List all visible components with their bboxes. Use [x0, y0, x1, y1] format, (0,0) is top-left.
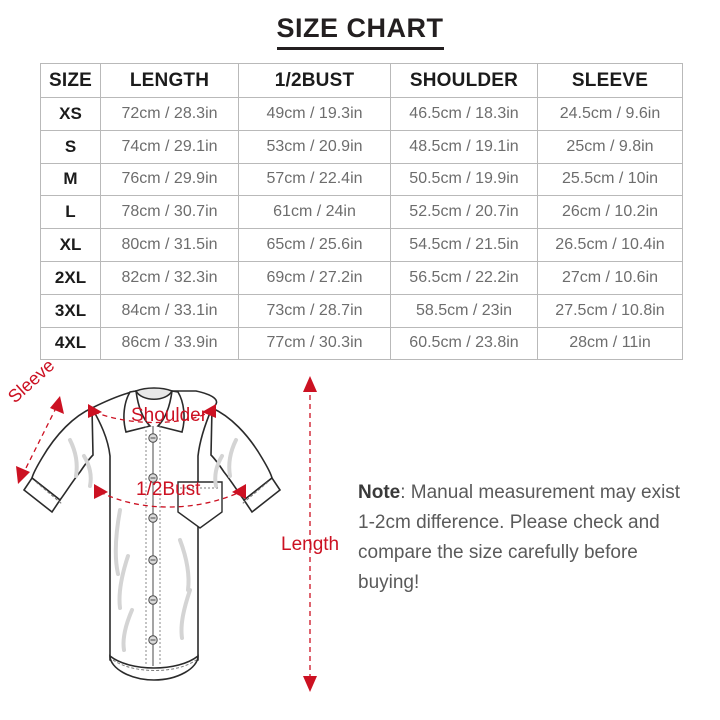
- cell-halfbust: 53cm / 20.9in: [238, 129, 391, 164]
- cell-halfbust: 61cm / 24in: [238, 195, 391, 230]
- label-length: Length: [281, 534, 340, 555]
- table-body: XS 72cm / 28.3in 49cm / 19.3in 46.5cm / …: [40, 97, 683, 361]
- sleeve-arrow-top: [50, 396, 64, 414]
- cell-sleeve: 27.5cm / 10.8in: [537, 293, 683, 328]
- cell-halfbust: 69cm / 27.2in: [238, 260, 391, 295]
- collar-right: [156, 390, 185, 433]
- table-row: L 78cm / 30.7in 61cm / 24in 52.5cm / 20.…: [40, 195, 683, 230]
- neck-opening: [134, 387, 174, 401]
- cell-size: XS: [40, 97, 101, 131]
- cell-sleeve: 25cm / 9.8in: [537, 129, 683, 164]
- shirt-hem: [109, 654, 199, 681]
- cell-length: 84cm / 33.1in: [100, 293, 239, 328]
- cell-length: 76cm / 29.9in: [100, 162, 239, 197]
- cell-sleeve: 25.5cm / 10in: [537, 162, 683, 197]
- cell-halfbust: 57cm / 22.4in: [238, 162, 391, 197]
- shirt-torso-shape: [90, 390, 218, 670]
- halfbust-arrow-left: [94, 484, 108, 499]
- shoulder-arrow-left: [88, 404, 102, 418]
- cell-sleeve: 26.5cm / 10.4in: [537, 228, 683, 262]
- cell-shoulder: 52.5cm / 20.7in: [390, 195, 538, 230]
- cell-size: S: [40, 129, 101, 164]
- column-header-halfbust: 1/2BUST: [238, 63, 391, 98]
- cell-shoulder: 54.5cm / 21.5in: [390, 228, 538, 262]
- column-header-shoulder: SHOULDER: [390, 63, 538, 98]
- cell-size: 2XL: [40, 260, 101, 295]
- length-arrow-bottom: [303, 676, 317, 692]
- cell-sleeve: 28cm / 11in: [537, 326, 683, 361]
- cell-length: 72cm / 28.3in: [100, 97, 239, 131]
- label-half-bust: 1/2Bust: [136, 479, 201, 500]
- halfbust-arrow-right: [232, 484, 246, 499]
- shoulder-measure-line: [93, 411, 211, 424]
- sleeve-stitching: [35, 481, 269, 671]
- sleeve-measure-line: [21, 403, 59, 477]
- cell-size: 3XL: [40, 293, 101, 328]
- column-header-length: LENGTH: [100, 63, 239, 98]
- column-header-sleeve: SLEEVE: [537, 63, 683, 98]
- page-title: SIZE CHART: [276, 13, 444, 50]
- table-row: XS 72cm / 28.3in 49cm / 19.3in 46.5cm / …: [40, 97, 683, 131]
- cell-size: 4XL: [40, 326, 101, 361]
- fabric-fold-shading: [68, 438, 238, 652]
- table-row: M 76cm / 29.9in 57cm / 22.4in 50.5cm / 1…: [40, 162, 683, 197]
- shirt-diagram: [0, 360, 360, 720]
- cell-size: M: [40, 162, 101, 197]
- shirt-illustration-svg: [16, 376, 317, 692]
- cell-size: XL: [40, 228, 101, 262]
- table-header-row: SIZE LENGTH 1/2BUST SHOULDER SLEEVE: [40, 63, 683, 98]
- table-row: S 74cm / 29.1in 53cm / 20.9in 48.5cm / 1…: [40, 129, 683, 164]
- cell-shoulder: 48.5cm / 19.1in: [390, 129, 538, 164]
- halfbust-measure-line: [99, 491, 241, 508]
- cell-sleeve: 27cm / 10.6in: [537, 260, 683, 295]
- button-placket: [145, 426, 161, 666]
- note-label: Note: [358, 482, 401, 503]
- length-arrow-top: [303, 376, 317, 392]
- cell-shoulder: 46.5cm / 18.3in: [390, 97, 538, 131]
- cell-shoulder: 56.5cm / 22.2in: [390, 260, 538, 295]
- cell-shoulder: 50.5cm / 19.9in: [390, 162, 538, 197]
- table-header: SIZE LENGTH 1/2BUST SHOULDER SLEEVE: [40, 63, 683, 98]
- cell-halfbust: 73cm / 28.7in: [238, 293, 391, 328]
- label-shoulder: Shoulder: [131, 405, 208, 426]
- title-container: SIZE CHART: [0, 13, 720, 50]
- right-cuff: [242, 476, 282, 514]
- sleeve-arrow-bottom: [16, 466, 30, 484]
- buttonhole-group: [150, 437, 156, 641]
- note-block: Note: Manual measurement may exist 1-2cm…: [358, 478, 688, 598]
- cell-shoulder: 60.5cm / 23.8in: [390, 326, 538, 361]
- table-row: 2XL 82cm / 32.3in 69cm / 27.2in 56.5cm /…: [40, 260, 683, 295]
- column-header-size: SIZE: [40, 63, 101, 98]
- left-cuff: [22, 476, 62, 514]
- cell-sleeve: 26cm / 10.2in: [537, 195, 683, 230]
- table-row: 3XL 84cm / 33.1in 73cm / 28.7in 58.5cm /…: [40, 293, 683, 328]
- table-row: 4XL 86cm / 33.9in 77cm / 30.3in 60.5cm /…: [40, 326, 683, 361]
- cell-length: 78cm / 30.7in: [100, 195, 239, 230]
- cell-halfbust: 49cm / 19.3in: [238, 97, 391, 131]
- cell-length: 86cm / 33.9in: [100, 326, 239, 361]
- cell-halfbust: 77cm / 30.3in: [238, 326, 391, 361]
- cell-length: 80cm / 31.5in: [100, 228, 239, 262]
- cell-length: 82cm / 32.3in: [100, 260, 239, 295]
- cell-shoulder: 58.5cm / 23in: [390, 293, 538, 328]
- table-row: XL 80cm / 31.5in 65cm / 25.6in 54.5cm / …: [40, 228, 683, 262]
- cell-size: L: [40, 195, 101, 230]
- cell-sleeve: 24.5cm / 9.6in: [537, 97, 683, 131]
- cell-length: 74cm / 29.1in: [100, 129, 239, 164]
- size-chart-table: SIZE LENGTH 1/2BUST SHOULDER SLEEVE XS 7…: [40, 63, 683, 361]
- cell-halfbust: 65cm / 25.6in: [238, 228, 391, 262]
- collar-left: [123, 390, 152, 433]
- note-text: : Manual measurement may exist 1-2cm dif…: [358, 482, 681, 593]
- shoulder-arrow-right: [202, 404, 216, 418]
